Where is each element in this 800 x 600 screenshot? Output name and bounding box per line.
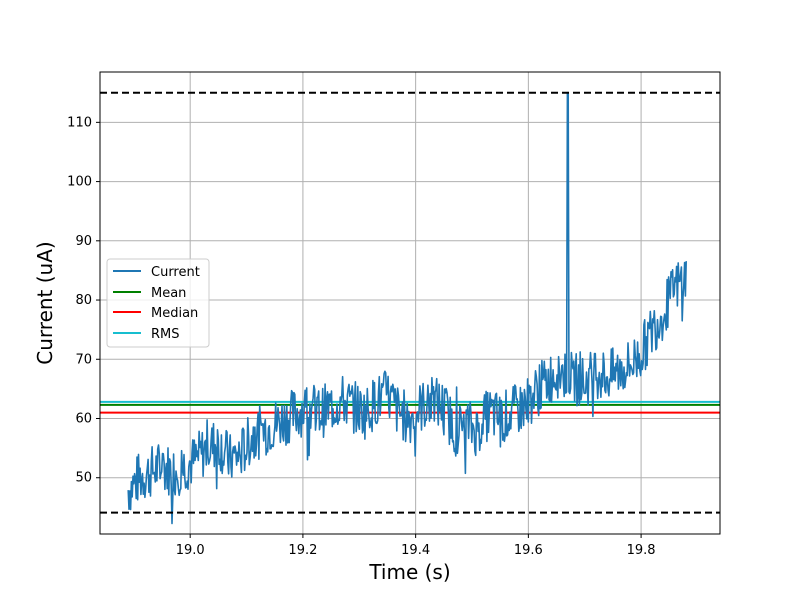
y-tick-label: 110 bbox=[67, 115, 92, 130]
legend-box bbox=[106, 258, 210, 348]
x-tick-label: 19.0 bbox=[176, 543, 205, 558]
x-axis-label: Time (s) bbox=[368, 560, 450, 584]
y-tick-label: 80 bbox=[75, 293, 92, 308]
y-axis-label: Current (uA) bbox=[33, 241, 57, 364]
tick-layer: 19.0 19.2 19.4 19.6 19.8 50 60 70 80 90 100 110 bbox=[67, 115, 655, 558]
y-tick-label: 50 bbox=[75, 471, 92, 486]
legend: Current Mean Median RMS bbox=[106, 258, 210, 348]
x-tick-label: 19.8 bbox=[627, 543, 656, 558]
legend-label-mean: Mean bbox=[151, 286, 186, 301]
y-tick-label: 90 bbox=[75, 234, 92, 249]
series-line-current bbox=[127, 91, 687, 525]
plot-frame bbox=[99, 71, 721, 535]
x-tick-label: 19.6 bbox=[514, 543, 543, 558]
x-tick-label: 19.2 bbox=[288, 543, 317, 558]
y-tick-label: 70 bbox=[75, 352, 92, 367]
series-layer bbox=[100, 91, 720, 525]
legend-label-median: Median bbox=[151, 306, 198, 321]
legend-label-current: Current bbox=[151, 265, 200, 280]
x-tick-label: 19.4 bbox=[401, 543, 430, 558]
y-tick-label: 100 bbox=[67, 175, 92, 190]
legend-label-rms: RMS bbox=[151, 327, 180, 342]
y-tick-label: 60 bbox=[75, 412, 92, 427]
